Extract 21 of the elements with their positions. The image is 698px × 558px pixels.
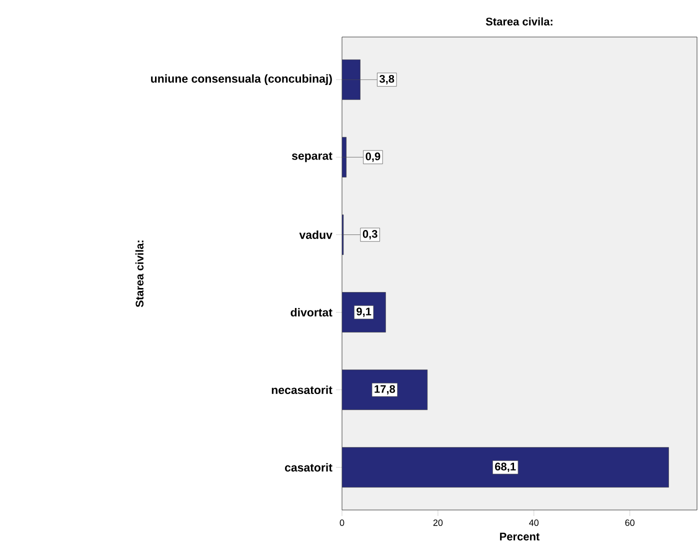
x-tick-label: 40 [529,520,539,526]
y-tick-label: uniune consensuala (concubinaj) [151,74,332,86]
x-axis-title: Percent [500,532,540,540]
chart-title: Starea civila: [486,17,552,26]
x-tick-label: 20 [433,520,443,526]
y-tick-label: divortat [290,308,332,316]
y-axis-title: Starea civila: [135,240,144,308]
y-tick-label: necasatorit [272,386,332,394]
data-label: 0,3 [362,230,378,240]
bar [342,370,428,410]
data-label: 9,1 [356,308,372,317]
data-label: 68,1 [495,462,516,472]
y-tick-label: vaduv [299,230,332,239]
x-tick-label: 60 [625,520,634,526]
y-tick-label: separat [292,152,332,162]
data-label: 3,8 [379,74,394,84]
bar [342,447,669,488]
data-label: 0,9 [366,152,380,162]
x-tick-label: 0 [340,520,344,526]
data-label: 17,8 [374,385,396,395]
y-tick-label: casatorit [284,463,332,472]
